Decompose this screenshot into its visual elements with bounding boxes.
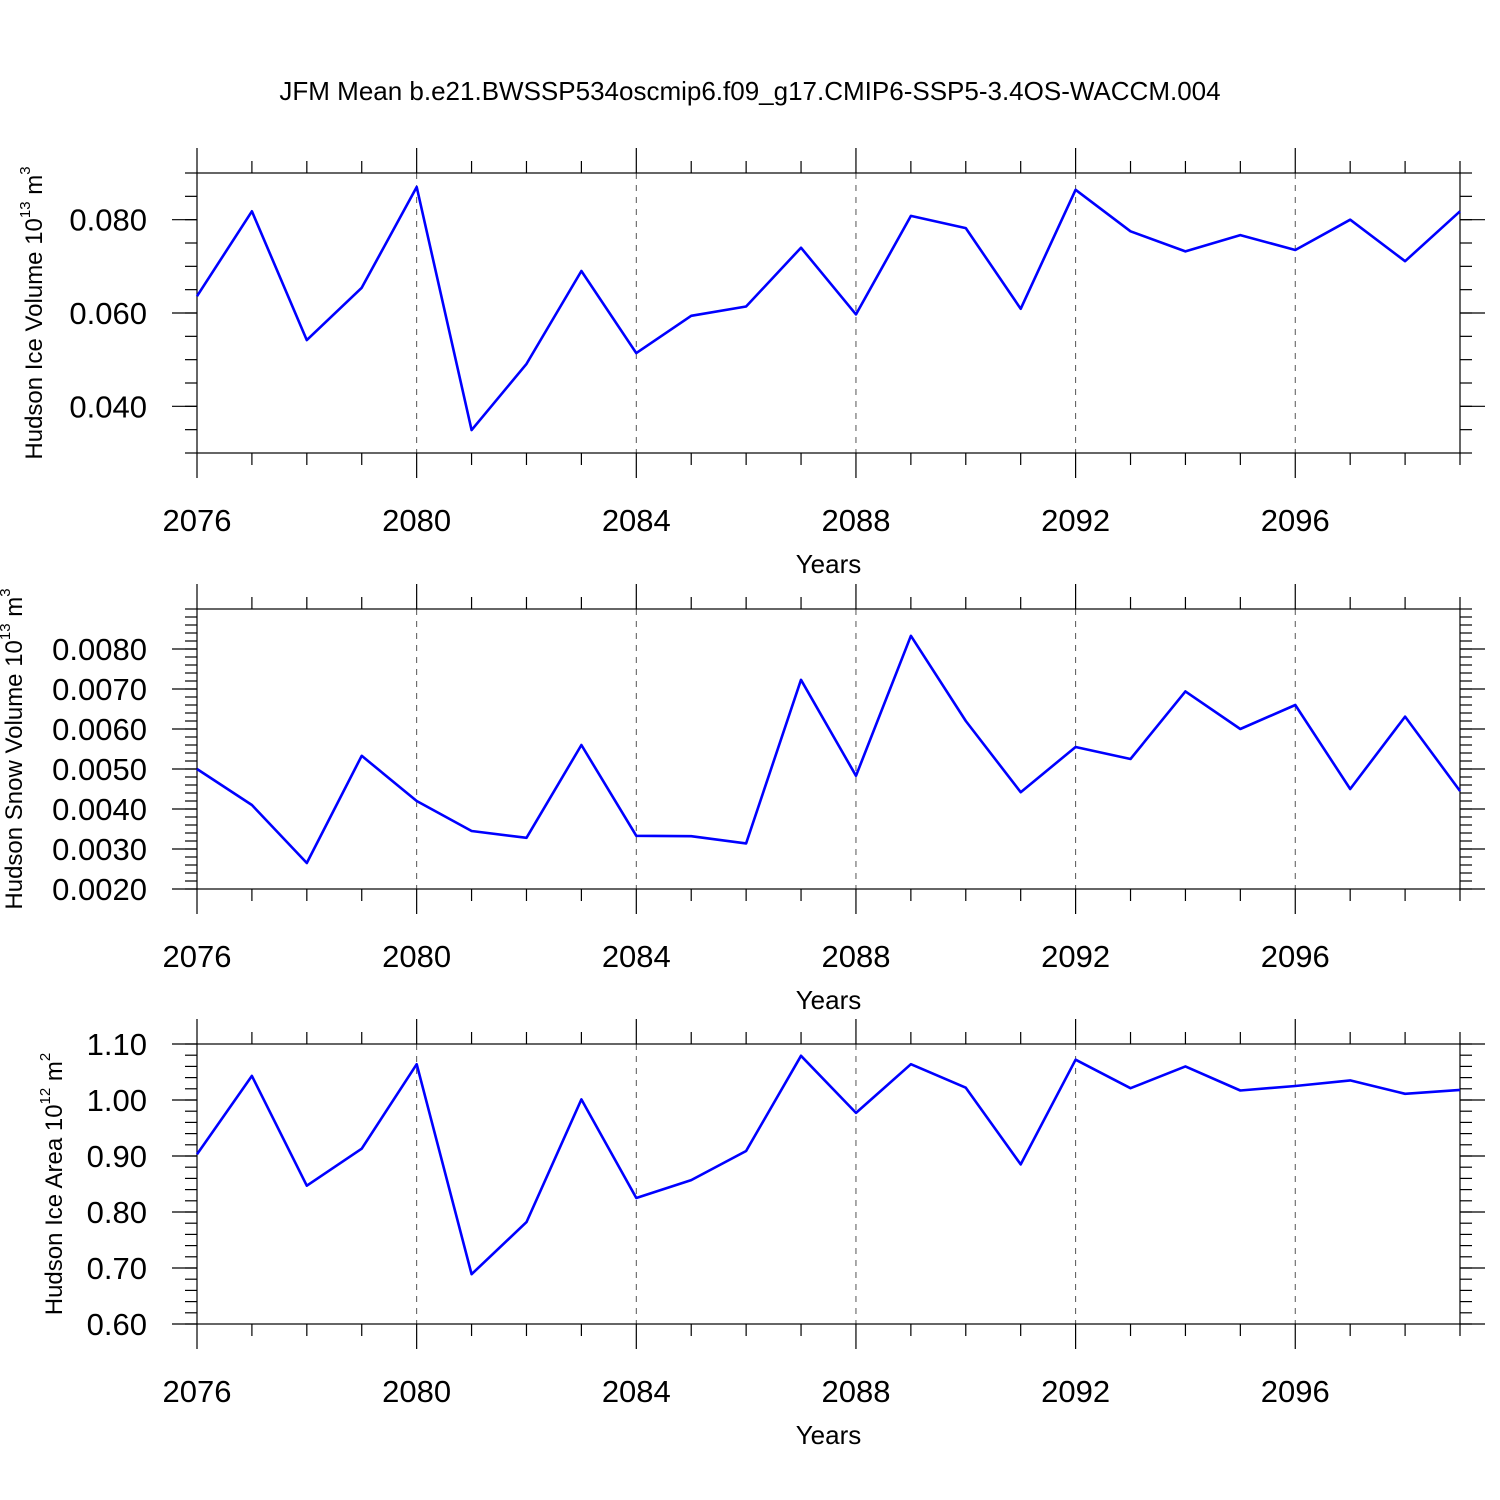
y-tick-label: 0.90 <box>87 1139 147 1174</box>
x-tick-label: 2076 <box>163 1374 232 1409</box>
x-tick-label: 2092 <box>1041 1374 1110 1409</box>
y-tick-label: 0.80 <box>87 1195 147 1230</box>
y-tick-label: 0.0070 <box>52 672 147 707</box>
y-tick-label: 0.0020 <box>52 872 147 907</box>
x-tick-label: 2096 <box>1261 1374 1330 1409</box>
plot-frame <box>196 608 1461 890</box>
x-tick-label: 2080 <box>382 503 451 538</box>
series-line <box>195 1054 1461 1276</box>
x-tick-label: 2092 <box>1041 503 1110 538</box>
x-tick-label: 2088 <box>821 503 890 538</box>
figure-title: JFM Mean b.e21.BWSSP534oscmip6.f09_g17.C… <box>279 76 1220 106</box>
x-axis-label: Years <box>796 549 862 579</box>
x-tick-label: 2084 <box>602 1374 671 1409</box>
y-tick-label: 0.0050 <box>52 752 147 787</box>
x-axis-label: Years <box>796 1420 862 1450</box>
y-tick-label: 0.60 <box>87 1307 147 1342</box>
y-tick-label: 0.080 <box>69 203 147 238</box>
x-tick-label: 2088 <box>821 939 890 974</box>
y-tick-label: 1.10 <box>87 1027 147 1062</box>
series-line <box>196 634 1462 865</box>
y-tick-label: 0.0080 <box>52 632 147 667</box>
x-tick-label: 2088 <box>821 1374 890 1409</box>
x-tick-label: 2084 <box>602 939 671 974</box>
x-tick-label: 2076 <box>163 939 232 974</box>
y-axis-label: Hudson Ice Volume 1013 m3 <box>17 166 48 459</box>
chart-panel-3: 2076 2080 2084 2088 2092 2096 Years 0.60 0.70 0.8… <box>37 1019 1485 1450</box>
y-tick-label: 0.040 <box>69 389 147 424</box>
x-axis-label: Years <box>796 985 862 1015</box>
y-tick-label: 0.0060 <box>52 712 147 747</box>
x-tick-label: 2080 <box>382 1374 451 1409</box>
plot-frame <box>196 1043 1461 1325</box>
y-tick-label: 0.0040 <box>52 792 147 827</box>
x-tick-label: 2084 <box>602 503 671 538</box>
x-tick-label: 2076 <box>163 503 232 538</box>
plot-frame <box>196 172 1461 454</box>
chart-panel-1: 2076 2080 2084 2088 2092 2096 Years 0.040 0.060 0… <box>17 148 1485 579</box>
chart-panel-2: 2076 2080 2084 2088 2092 2096 Years 0.0020 0.003… <box>0 584 1485 1015</box>
y-axis-label: Hudson Snow Volume 1013 m3 <box>0 588 28 909</box>
x-tick-label: 2080 <box>382 939 451 974</box>
y-tick-label: 0.0030 <box>52 832 147 867</box>
y-tick-label: 1.00 <box>87 1083 147 1118</box>
x-tick-label: 2096 <box>1261 939 1330 974</box>
y-axis-label: Hudson Ice Area 1012 m2 <box>37 1053 68 1316</box>
x-tick-label: 2096 <box>1261 503 1330 538</box>
y-tick-label: 0.060 <box>69 296 147 331</box>
y-tick-label: 0.70 <box>87 1251 147 1286</box>
series-line <box>195 185 1461 432</box>
chart-panels: 2076 2080 2084 2088 2092 2096 Years 0.040 0.060 0… <box>0 148 1485 1450</box>
x-tick-label: 2092 <box>1041 939 1110 974</box>
